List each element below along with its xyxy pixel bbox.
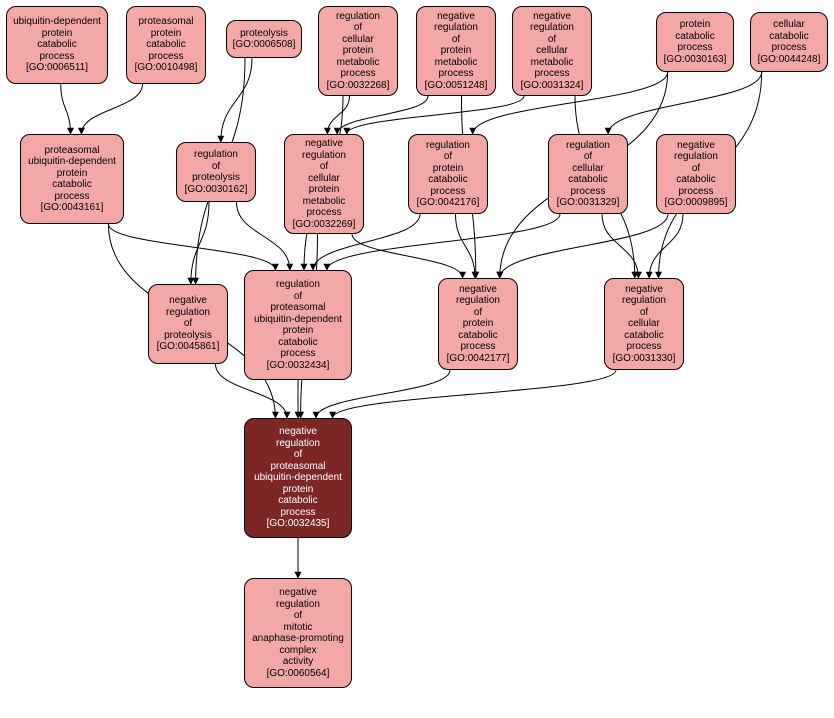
- go-term-node: proteasomalproteincatabolicprocess[GO:00…: [126, 6, 206, 84]
- node-label: negativeregulationofproteincatabolicproc…: [447, 284, 510, 365]
- node-label: cellularcatabolicprocess[GO:0044248]: [758, 19, 821, 65]
- node-label: ubiquitin-dependentproteincatabolicproce…: [13, 16, 101, 74]
- go-term-node: negativeregulationofcatabolicprocess[GO:…: [656, 134, 736, 214]
- node-label: regulationofproteolysis[GO:0030162]: [185, 149, 248, 195]
- go-term-node: regulationofcellularproteinmetabolicproc…: [318, 6, 398, 96]
- edge: [108, 224, 275, 270]
- edge: [649, 214, 683, 278]
- go-term-node: negativeregulationofproteolysis[GO:00458…: [148, 284, 228, 364]
- go-term-node: negativeregulationofcellularmetabolicpro…: [512, 6, 592, 96]
- go-term-node: regulationofproteincatabolicprocess[GO:0…: [408, 134, 488, 214]
- go-term-node: cellularcatabolicprocess[GO:0044248]: [750, 12, 828, 72]
- node-label: regulationofcellularcatabolicprocess[GO:…: [557, 140, 620, 209]
- edge: [61, 84, 71, 134]
- go-term-node: ubiquitin-dependentproteincatabolicproce…: [6, 6, 108, 84]
- node-label: negativeregulationofproteinmetabolicproc…: [425, 11, 488, 92]
- go-term-node: negativeregulationofcellularproteinmetab…: [284, 134, 364, 234]
- go-term-node: regulationofcellularcatabolicprocess[GO:…: [548, 134, 628, 214]
- node-label: negativeregulationofcellularcatabolicpro…: [613, 284, 676, 365]
- go-term-node: proteasomalubiquitin-dependentproteincat…: [20, 134, 124, 224]
- go-term-node: negativeregulationofmitoticanaphase-prom…: [244, 578, 352, 688]
- go-term-node: negativeregulationofcellularcatabolicpro…: [604, 278, 684, 370]
- go-term-node: proteincatabolicprocess[GO:0030163]: [656, 12, 734, 72]
- edge: [327, 96, 349, 134]
- edge: [337, 96, 428, 134]
- edge: [237, 202, 290, 270]
- edge: [456, 214, 476, 278]
- node-label: negativeregulationofcatabolicprocess[GO:…: [665, 140, 728, 209]
- node-label: regulationofproteasomalubiquitin-depende…: [254, 279, 342, 371]
- edge: [191, 202, 209, 284]
- edge: [352, 234, 463, 278]
- edge: [347, 96, 524, 134]
- node-label: proteolysis[GO:0006508]: [233, 28, 296, 51]
- go-term-node: proteolysis[GO:0006508]: [226, 20, 302, 58]
- edge: [608, 72, 762, 134]
- node-label: proteasomalproteincatabolicprocess[GO:00…: [135, 16, 198, 74]
- edge: [602, 214, 638, 278]
- node-label: negativeregulationofcellularmetabolicpro…: [521, 11, 584, 92]
- edge: [333, 370, 616, 418]
- node-label: negativeregulationofproteolysis[GO:00458…: [157, 295, 220, 353]
- node-label: negativeregulationofproteasomalubiquitin…: [254, 426, 342, 530]
- node-label: proteincatabolicprocess[GO:0030163]: [664, 19, 727, 65]
- edge: [81, 84, 142, 134]
- go-term-node: regulationofproteasomalubiquitin-depende…: [244, 270, 352, 380]
- go-term-node: negativeregulationofproteinmetabolicproc…: [416, 6, 496, 96]
- node-label: negativeregulationofmitoticanaphase-prom…: [252, 587, 344, 679]
- edge: [221, 58, 252, 142]
- node-label: negativeregulationofcellularproteinmetab…: [293, 138, 356, 230]
- go-term-node: negativeregulationofproteincatabolicproc…: [438, 278, 518, 370]
- edges-layer: [0, 0, 834, 718]
- node-label: regulationofproteincatabolicprocess[GO:0…: [417, 140, 480, 209]
- go-term-node: regulationofproteolysis[GO:0030162]: [176, 142, 256, 202]
- go-term-node: negativeregulationofproteasomalubiquitin…: [244, 418, 352, 538]
- node-label: proteasomalubiquitin-dependentproteincat…: [28, 145, 116, 214]
- edge: [500, 214, 668, 278]
- node-label: regulationofcellularproteinmetabolicproc…: [327, 11, 390, 92]
